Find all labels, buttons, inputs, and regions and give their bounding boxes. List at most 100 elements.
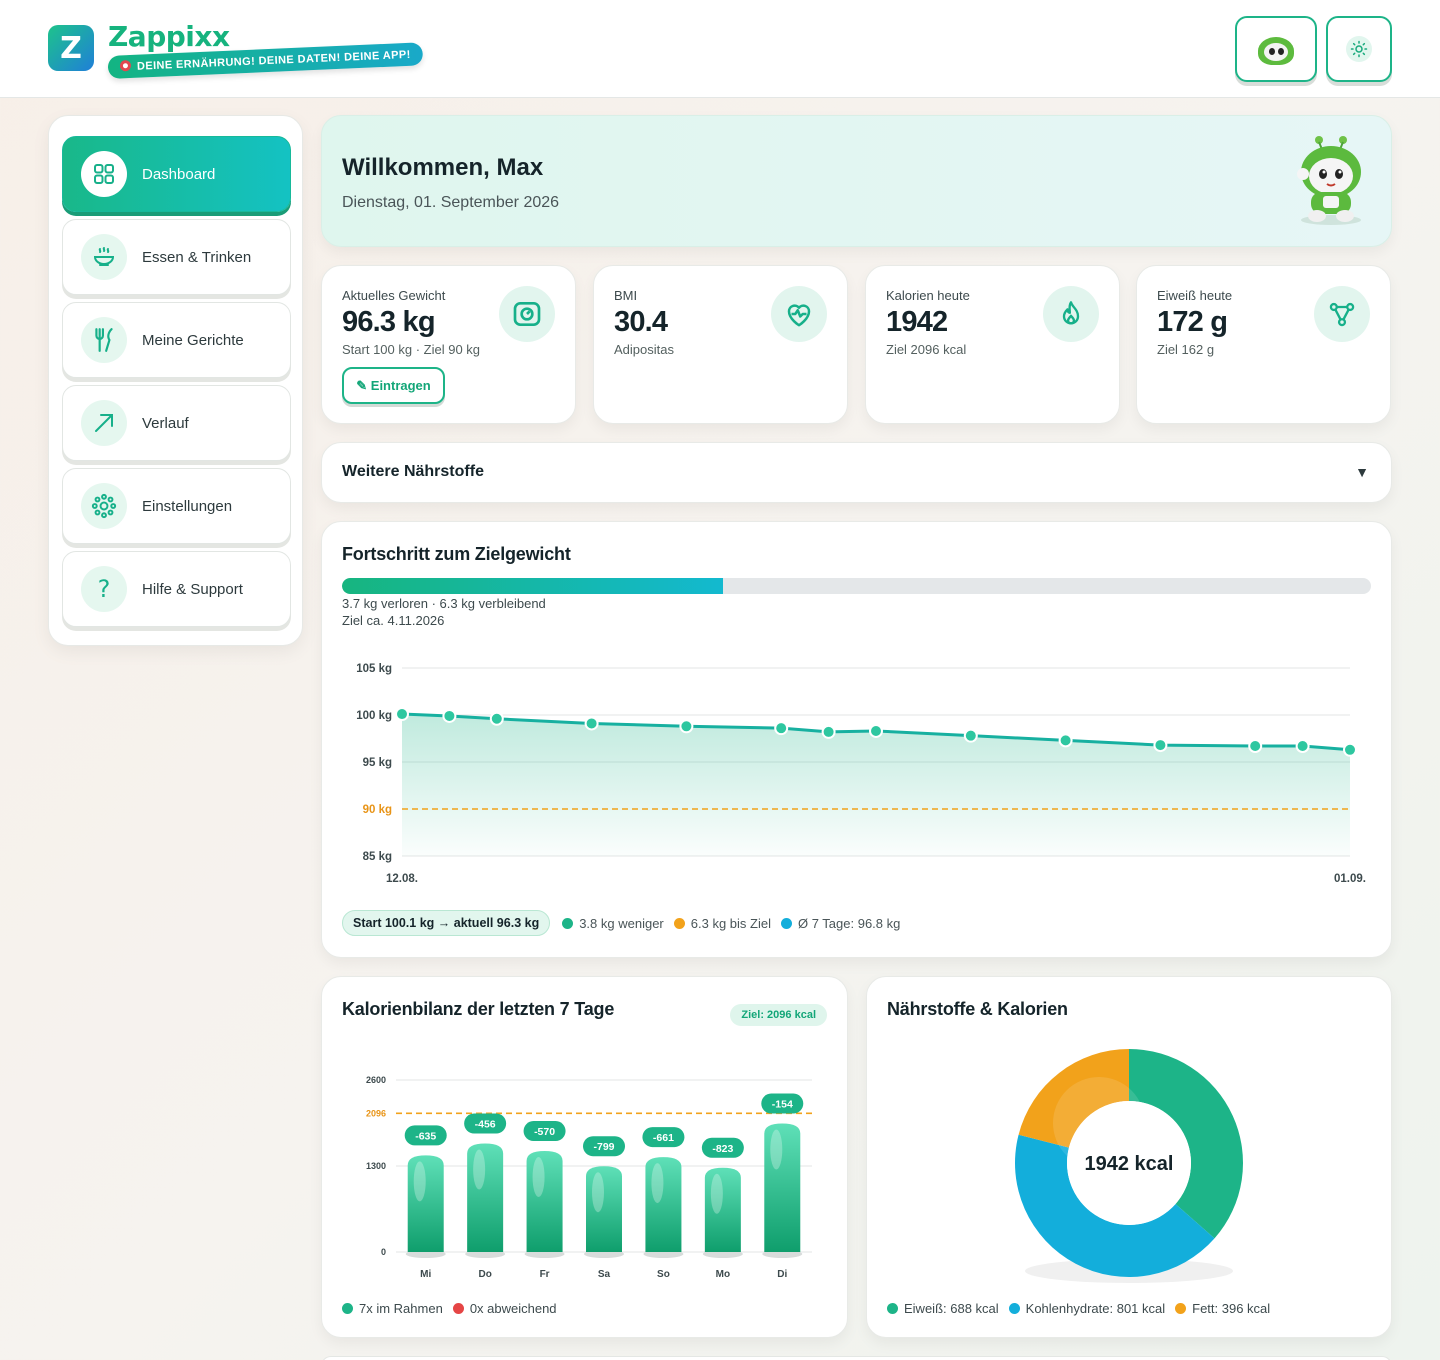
mascot-avatar-icon	[1254, 31, 1298, 67]
y-tick-label: 0	[381, 1247, 386, 1257]
stat-card-bmi: BMI 30.4 Adipositas	[593, 265, 848, 424]
y-tick-label: 95 kg	[363, 757, 392, 769]
progress-goal-date: Ziel ca. 4.11.2026	[342, 613, 445, 628]
more-nutrients-toggle[interactable]: Weitere Nährstoffe ▼	[321, 442, 1392, 503]
stat-value: 30.4	[614, 306, 668, 338]
x-tick-label: Mo	[716, 1269, 730, 1280]
x-tick-label: Fr	[540, 1269, 550, 1280]
calorie-bar	[764, 1123, 801, 1252]
weight-chart-legend: Start 100.1 kg → aktuell 96.3 kg 3.8 kg …	[342, 910, 910, 936]
donut-center-label: 1942 kcal	[1085, 1153, 1174, 1175]
delta-label: -635	[415, 1130, 436, 1142]
calorie-bar	[526, 1151, 563, 1252]
legend-item: Ø 7 Tage: 96.8 kg	[780, 916, 900, 931]
sidebar-item-settings[interactable]: Einstellungen	[62, 468, 291, 544]
stat-label: Kalorien heute	[886, 288, 970, 303]
stat-card-protein: Eiweiß heute 172 g Ziel 162 g	[1136, 265, 1391, 424]
bar-highlight	[651, 1163, 664, 1204]
weight-point	[821, 724, 836, 739]
stat-sub: Adipositas	[614, 342, 674, 357]
progress-lost-text: 3.7 kg verloren · 6.3 kg verbleibend	[342, 596, 546, 611]
card-title: Fortschritt zum Zielgewicht	[342, 544, 571, 564]
x-tick-label: So	[657, 1269, 670, 1280]
legend-item: 6.3 kg bis Ziel	[673, 916, 771, 931]
x-tick-label: 12.08.	[386, 873, 418, 885]
sidebar-item-label: Meine Gerichte	[142, 331, 244, 349]
bar-highlight	[710, 1173, 723, 1214]
delta-label: -823	[712, 1143, 733, 1155]
card-title: Kalorienbilanz der letzten 7 Tage	[342, 999, 615, 1019]
bar-highlight	[532, 1157, 545, 1198]
stat-value: 1942	[886, 306, 948, 338]
sun-icon	[1346, 36, 1372, 62]
tagline-text: DEINE ERNÄHRUNG! DEINE DATEN! DEINE APP!	[136, 48, 411, 73]
fork-knife-icon	[81, 317, 127, 363]
delta-label: -456	[475, 1119, 496, 1131]
sidebar-item-label: Hilfe & Support	[142, 580, 243, 598]
stat-label: Aktuelles Gewicht	[342, 288, 446, 303]
calorie-balance-card: Kalorienbilanz der letzten 7 Tage Ziel: …	[321, 976, 848, 1338]
calorie-goal-badge: Ziel: 2096 kcal	[730, 1004, 827, 1026]
x-tick-label: 01.09.	[1334, 873, 1366, 885]
x-tick-label: Do	[478, 1269, 491, 1280]
question-icon: ?	[81, 566, 127, 612]
delta-label: -154	[772, 1099, 793, 1111]
weight-point	[1058, 733, 1073, 748]
theme-toggle-button[interactable]	[1326, 16, 1392, 82]
stat-card-weight: Aktuelles Gewicht 96.3 kg Start 100 kg ·…	[321, 265, 576, 424]
add-weight-button[interactable]: ✎ Eintragen	[342, 367, 445, 404]
heart-pulse-icon	[771, 286, 827, 342]
welcome-title: Willkommen, Max	[342, 154, 544, 181]
toggle-label: Weitere Nährstoffe	[342, 463, 484, 480]
profile-button[interactable]	[1235, 16, 1317, 82]
weight-point	[584, 716, 599, 731]
sidebar-item-label: Essen & Trinken	[142, 248, 252, 266]
weight-point	[869, 723, 883, 738]
calorie-bar-chart: 2600 1300 0 2096 -635 Mi -456 Do -570 Fr -799 Sa -66…	[366, 1075, 812, 1280]
legend-item: Fett: 396 kcal	[1175, 1301, 1270, 1316]
y-tick-label: 1300	[366, 1161, 386, 1171]
sidebar-item-history[interactable]: Verlauf	[62, 385, 291, 461]
calorie-chart-legend: 7x im Rahmen 0x abweichend	[342, 1301, 567, 1316]
sidebar-item-help[interactable]: ? Hilfe & Support	[62, 551, 291, 627]
x-tick-label: Mi	[420, 1269, 431, 1280]
donut-hole	[1067, 1101, 1191, 1225]
sidebar-item-dashboard[interactable]: Dashboard	[62, 136, 291, 212]
donut-slice	[1015, 1134, 1215, 1277]
delta-badge	[642, 1127, 685, 1148]
weight-point	[1295, 739, 1310, 754]
grid-icon	[81, 151, 127, 197]
weight-line	[401, 712, 1351, 752]
y-tick-label: 100 kg	[356, 710, 392, 722]
sidebar-item-food[interactable]: Essen & Trinken	[62, 219, 291, 295]
stat-label: Eiweiß heute	[1157, 288, 1233, 303]
calorie-bar	[704, 1167, 741, 1252]
macro-donut-chart: 1942 kcal	[1015, 1049, 1243, 1283]
y-tick-label: 90 kg	[363, 804, 392, 816]
x-tick-label: Di	[777, 1269, 787, 1280]
delta-badge	[761, 1093, 804, 1114]
x-tick-label: Sa	[598, 1269, 611, 1280]
sidebar-item-label: Dashboard	[142, 165, 216, 183]
trend-arrow-icon	[81, 400, 127, 446]
bar-highlight	[592, 1172, 604, 1213]
weight-point	[1248, 739, 1263, 754]
app-logo[interactable]: Z	[48, 25, 94, 71]
y-tick-label: 2600	[366, 1075, 386, 1085]
nutrients-calories-card: Nährstoffe & Kalorien 1942 kcal Eiweiß: …	[866, 976, 1392, 1338]
target-icon	[119, 60, 132, 72]
sidebar-item-dishes[interactable]: Meine Gerichte	[62, 302, 291, 378]
delta-badge	[701, 1137, 744, 1158]
calorie-bar	[407, 1155, 444, 1252]
bar-highlight	[413, 1161, 426, 1202]
bowl-icon	[81, 234, 127, 280]
sidebar-item-label: Einstellungen	[142, 497, 233, 515]
delta-label: -661	[653, 1132, 674, 1144]
weight-point	[1343, 742, 1357, 757]
stat-value: 172 g	[1157, 306, 1228, 338]
legend-item: 0x abweichend	[452, 1301, 557, 1316]
sidebar: Dashboard Essen & Trinken Meine Gerichte…	[48, 115, 303, 646]
y-tick-label: 85 kg	[363, 851, 392, 863]
bar-highlight	[473, 1149, 486, 1190]
next-card-edge	[321, 1356, 1392, 1360]
